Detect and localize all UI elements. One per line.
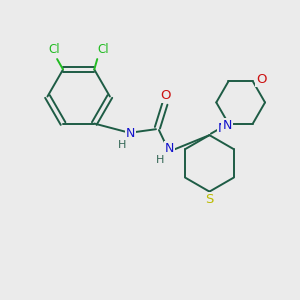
Text: Cl: Cl (98, 43, 109, 56)
Text: H: H (118, 140, 127, 150)
Text: H: H (156, 155, 164, 165)
Text: N: N (222, 118, 232, 131)
Text: N: N (165, 142, 174, 155)
Text: O: O (160, 89, 171, 102)
Text: N: N (126, 127, 135, 140)
Text: N: N (218, 122, 227, 135)
Text: Cl: Cl (48, 43, 60, 56)
Text: O: O (256, 74, 267, 86)
Text: S: S (205, 194, 214, 206)
